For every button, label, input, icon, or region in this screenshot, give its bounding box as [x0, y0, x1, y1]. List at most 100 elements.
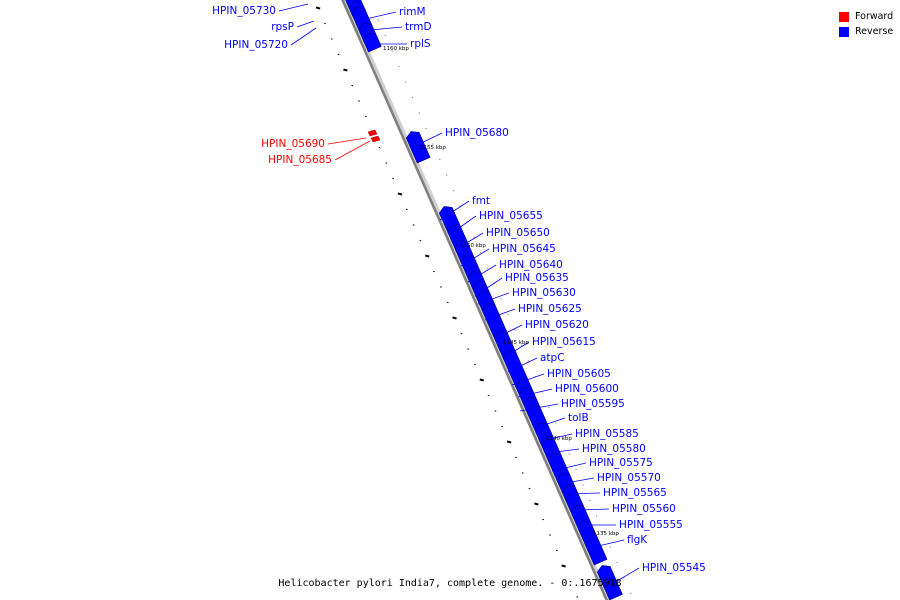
kbp-labels: 1160 kbp 1155 kbp 1150 kbp 1145 kbp 1140 kbp…	[383, 46, 619, 537]
leader-line	[460, 248, 490, 267]
leader-line	[477, 292, 510, 305]
scale-tick	[479, 378, 485, 382]
scale-tick	[385, 162, 388, 164]
scale-tick	[405, 208, 408, 211]
gene-block	[362, 33, 382, 53]
kbp-label: 1135 kbp	[593, 531, 619, 537]
minor-tick	[473, 236, 475, 238]
leader-line	[551, 462, 587, 472]
genome-backbone	[341, 0, 609, 600]
gene-label: HPIN_05730	[212, 5, 276, 17]
gene-block	[547, 453, 570, 481]
leader-line	[517, 388, 553, 398]
gene-label: HPIN_05620	[525, 319, 589, 331]
scale-tick	[330, 38, 333, 40]
leader-line	[454, 232, 484, 251]
gene-block	[502, 351, 529, 387]
minor-tick	[411, 96, 414, 99]
minor-tick	[479, 251, 482, 254]
minor-tick	[602, 530, 605, 533]
gene-label: HPIN_05575	[589, 457, 653, 469]
gene-block	[585, 538, 608, 566]
gene-label: HPIN_05635	[505, 272, 569, 284]
gene-label: HPIN_05650	[486, 227, 550, 239]
leader-line	[511, 373, 545, 386]
leader-line	[534, 417, 566, 429]
gene-blocks	[345, 0, 623, 600]
minor-tick	[432, 143, 434, 145]
minor-tick	[377, 19, 380, 21]
leader-line	[575, 508, 610, 511]
gene-label: HPIN_05640	[499, 259, 563, 271]
minor-tick	[623, 577, 625, 579]
gene-block	[596, 565, 623, 600]
leader-line	[504, 341, 530, 358]
gene-label: HPIN_05655	[479, 210, 543, 222]
scale-tick	[392, 177, 395, 180]
minor-tick	[438, 158, 441, 161]
scale-tick	[351, 84, 354, 87]
leader-line	[448, 215, 477, 236]
leader-line	[467, 264, 497, 283]
minor-tick	[629, 592, 632, 595]
leader-line	[484, 308, 516, 321]
minor-tick	[507, 313, 509, 316]
minor-tick	[384, 34, 387, 37]
backbone-shadow	[341, 0, 612, 600]
leader-line	[410, 132, 443, 149]
caption-text: Helicobacter pylori India7, complete gen…	[278, 578, 622, 589]
scale-tick	[569, 580, 572, 583]
kbp-label: 1155 kbp	[420, 145, 446, 151]
scale-tick	[542, 518, 545, 521]
minor-tick	[582, 484, 584, 486]
gene-label: HPIN_05685	[268, 154, 332, 166]
gene-block	[405, 131, 431, 164]
scale-tick	[501, 425, 504, 428]
scale-tick	[378, 146, 381, 149]
scale-tick	[343, 68, 348, 72]
tick-marks	[315, 6, 632, 598]
leader-line	[562, 492, 601, 495]
forward-swatch	[839, 11, 849, 22]
gene-label: HPIN_05630	[512, 287, 576, 299]
legend-forward: Forward	[839, 9, 893, 24]
gene-label: HPIN_05555	[619, 519, 683, 531]
leader-line	[474, 277, 503, 297]
minor-tick	[391, 50, 393, 52]
scale-tick	[364, 115, 367, 118]
gene-label: HPIN_05645	[492, 243, 556, 255]
scale-tick	[323, 22, 326, 25]
gene-label: HPIN_05545	[642, 562, 706, 574]
forward-gene-block	[370, 135, 381, 143]
kbp-label: 1140 kbp	[546, 436, 572, 442]
scale-tick	[452, 316, 457, 320]
legend: Forward Reverse	[839, 9, 893, 39]
reverse-swatch	[839, 26, 849, 37]
gene-label: rplS	[410, 38, 431, 50]
gene-label: HPIN_05690	[261, 138, 325, 150]
legend-reverse: Reverse	[839, 24, 893, 39]
gene-block	[515, 379, 533, 395]
scale-tick	[487, 394, 490, 397]
scale-tick	[506, 440, 512, 444]
legend-forward-label: Forward	[855, 11, 894, 22]
kbp-label: 1150 kbp	[460, 243, 486, 249]
gene-label: flgK	[627, 534, 648, 546]
leader-line	[290, 27, 317, 46]
scale-tick	[433, 270, 436, 273]
scale-tick	[460, 332, 463, 335]
gene-label: trmD	[405, 21, 432, 33]
scale-tick	[446, 301, 449, 304]
gene-label: HPIN_05625	[518, 303, 582, 315]
scale-tick	[534, 502, 539, 506]
gene-block	[561, 485, 579, 501]
minor-tick	[404, 81, 407, 83]
minor-tick	[568, 453, 571, 455]
minor-tick	[513, 329, 516, 331]
gene-label: HPIN_05565	[603, 487, 667, 499]
gene-label: HPIN_05720	[224, 39, 288, 51]
scale-tick	[528, 487, 531, 490]
leader-line	[593, 539, 625, 548]
legend-reverse-label: Reverse	[855, 26, 894, 37]
gene-label: tolB	[568, 412, 589, 424]
